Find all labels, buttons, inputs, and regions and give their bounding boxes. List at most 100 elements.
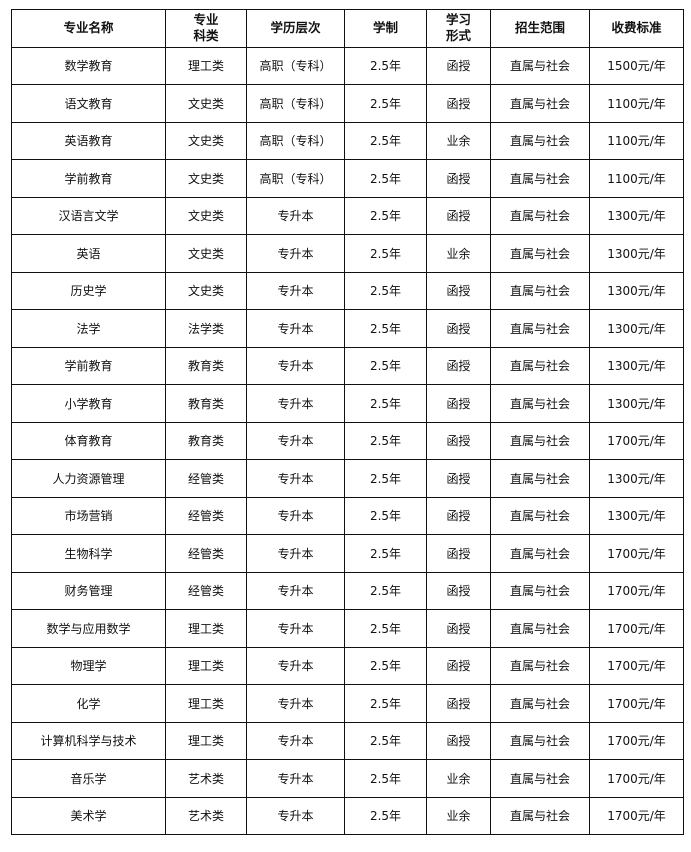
cell-tuition: 1700元/年 <box>589 759 684 798</box>
cell-enrollment-scope: 直属与社会 <box>490 796 590 835</box>
cell-study-mode: 业余 <box>426 234 491 273</box>
cell-duration: 2.5年 <box>344 271 427 310</box>
cell-enrollment-scope: 直属与社会 <box>490 609 590 648</box>
cell-duration: 2.5年 <box>344 121 427 160</box>
cell-major-name: 音乐学 <box>11 759 166 798</box>
cell-education-level: 专升本 <box>246 234 345 273</box>
cell-duration: 2.5年 <box>344 646 427 685</box>
cell-enrollment-scope: 直属与社会 <box>490 496 590 535</box>
cell-enrollment-scope: 直属与社会 <box>490 46 590 85</box>
header-text: 学习 <box>445 12 471 28</box>
cell-education-level: 专升本 <box>246 571 345 610</box>
table-row: 人力资源管理 经管类 专升本 2.5年 函授 直属与社会 1300元/年 <box>11 459 684 498</box>
cell-education-level: 专升本 <box>246 346 345 385</box>
cell-enrollment-scope: 直属与社会 <box>490 196 590 235</box>
header-text: 形式 <box>445 28 471 44</box>
table-row: 物理学 理工类 专升本 2.5年 函授 直属与社会 1700元/年 <box>11 646 684 685</box>
cell-major-category: 艺术类 <box>165 796 247 835</box>
cell-major-name: 小学教育 <box>11 384 166 423</box>
cell-tuition: 1300元/年 <box>589 346 684 385</box>
cell-education-level: 专升本 <box>246 421 345 460</box>
cell-major-category: 文史类 <box>165 234 247 273</box>
cell-enrollment-scope: 直属与社会 <box>490 421 590 460</box>
cell-duration: 2.5年 <box>344 721 427 760</box>
cell-major-category: 经管类 <box>165 534 247 573</box>
header-study-mode: 学习 形式 <box>426 9 491 48</box>
cell-tuition: 1700元/年 <box>589 571 684 610</box>
cell-education-level: 高职（专科） <box>246 159 345 198</box>
cell-duration: 2.5年 <box>344 759 427 798</box>
cell-tuition: 1100元/年 <box>589 159 684 198</box>
cell-major-name: 生物科学 <box>11 534 166 573</box>
cell-major-category: 经管类 <box>165 496 247 535</box>
header-text: 学制 <box>372 20 398 36</box>
cell-study-mode: 函授 <box>426 421 491 460</box>
cell-education-level: 专升本 <box>246 496 345 535</box>
table-row: 学前教育 教育类 专升本 2.5年 函授 直属与社会 1300元/年 <box>11 346 684 385</box>
cell-major-category: 理工类 <box>165 721 247 760</box>
header-text: 专业名称 <box>63 20 114 36</box>
cell-tuition: 1300元/年 <box>589 459 684 498</box>
cell-enrollment-scope: 直属与社会 <box>490 121 590 160</box>
cell-major-name: 体育教育 <box>11 421 166 460</box>
cell-major-category: 文史类 <box>165 121 247 160</box>
cell-duration: 2.5年 <box>344 496 427 535</box>
cell-study-mode: 函授 <box>426 459 491 498</box>
cell-education-level: 高职（专科） <box>246 121 345 160</box>
table-row: 学前教育 文史类 高职（专科） 2.5年 函授 直属与社会 1100元/年 <box>11 159 684 198</box>
cell-duration: 2.5年 <box>344 609 427 648</box>
cell-study-mode: 函授 <box>426 721 491 760</box>
cell-duration: 2.5年 <box>344 796 427 835</box>
cell-study-mode: 函授 <box>426 534 491 573</box>
cell-enrollment-scope: 直属与社会 <box>490 234 590 273</box>
cell-education-level: 专升本 <box>246 759 345 798</box>
cell-major-name: 法学 <box>11 309 166 348</box>
cell-study-mode: 函授 <box>426 309 491 348</box>
table-row: 法学 法学类 专升本 2.5年 函授 直属与社会 1300元/年 <box>11 309 684 348</box>
cell-enrollment-scope: 直属与社会 <box>490 759 590 798</box>
cell-study-mode: 业余 <box>426 796 491 835</box>
cell-tuition: 1700元/年 <box>589 609 684 648</box>
cell-tuition: 1700元/年 <box>589 721 684 760</box>
table-row: 数学教育 理工类 高职（专科） 2.5年 函授 直属与社会 1500元/年 <box>11 46 684 85</box>
cell-major-category: 艺术类 <box>165 759 247 798</box>
cell-major-name: 英语教育 <box>11 121 166 160</box>
table-row: 体育教育 教育类 专升本 2.5年 函授 直属与社会 1700元/年 <box>11 421 684 460</box>
cell-major-name: 学前教育 <box>11 346 166 385</box>
cell-duration: 2.5年 <box>344 421 427 460</box>
cell-major-name: 计算机科学与技术 <box>11 721 166 760</box>
cell-tuition: 1700元/年 <box>589 796 684 835</box>
cell-study-mode: 函授 <box>426 684 491 723</box>
cell-duration: 2.5年 <box>344 196 427 235</box>
table-row: 英语 文史类 专升本 2.5年 业余 直属与社会 1300元/年 <box>11 234 684 273</box>
header-row: 专业名称 专业 科类 学历层次 学制 学习 形式 招生范围 收费标准 <box>11 9 684 48</box>
cell-education-level: 专升本 <box>246 721 345 760</box>
cell-study-mode: 函授 <box>426 609 491 648</box>
cell-major-category: 教育类 <box>165 346 247 385</box>
cell-enrollment-scope: 直属与社会 <box>490 721 590 760</box>
cell-enrollment-scope: 直属与社会 <box>490 384 590 423</box>
cell-major-category: 文史类 <box>165 196 247 235</box>
header-enrollment-scope: 招生范围 <box>490 9 590 48</box>
cell-major-category: 经管类 <box>165 459 247 498</box>
cell-education-level: 专升本 <box>246 609 345 648</box>
table-row: 财务管理 经管类 专升本 2.5年 函授 直属与社会 1700元/年 <box>11 571 684 610</box>
cell-tuition: 1700元/年 <box>589 684 684 723</box>
cell-duration: 2.5年 <box>344 84 427 123</box>
cell-major-name: 数学与应用数学 <box>11 609 166 648</box>
header-text: 收费标准 <box>611 20 662 36</box>
cell-study-mode: 函授 <box>426 271 491 310</box>
cell-major-category: 理工类 <box>165 46 247 85</box>
cell-major-category: 理工类 <box>165 684 247 723</box>
cell-duration: 2.5年 <box>344 571 427 610</box>
cell-education-level: 高职（专科） <box>246 84 345 123</box>
cell-duration: 2.5年 <box>344 234 427 273</box>
cell-tuition: 1500元/年 <box>589 46 684 85</box>
cell-major-name: 历史学 <box>11 271 166 310</box>
header-text: 专业 <box>193 12 219 28</box>
table-row: 计算机科学与技术 理工类 专升本 2.5年 函授 直属与社会 1700元/年 <box>11 721 684 760</box>
table-row: 美术学 艺术类 专升本 2.5年 业余 直属与社会 1700元/年 <box>11 796 684 835</box>
cell-major-name: 学前教育 <box>11 159 166 198</box>
cell-duration: 2.5年 <box>344 346 427 385</box>
cell-enrollment-scope: 直属与社会 <box>490 646 590 685</box>
